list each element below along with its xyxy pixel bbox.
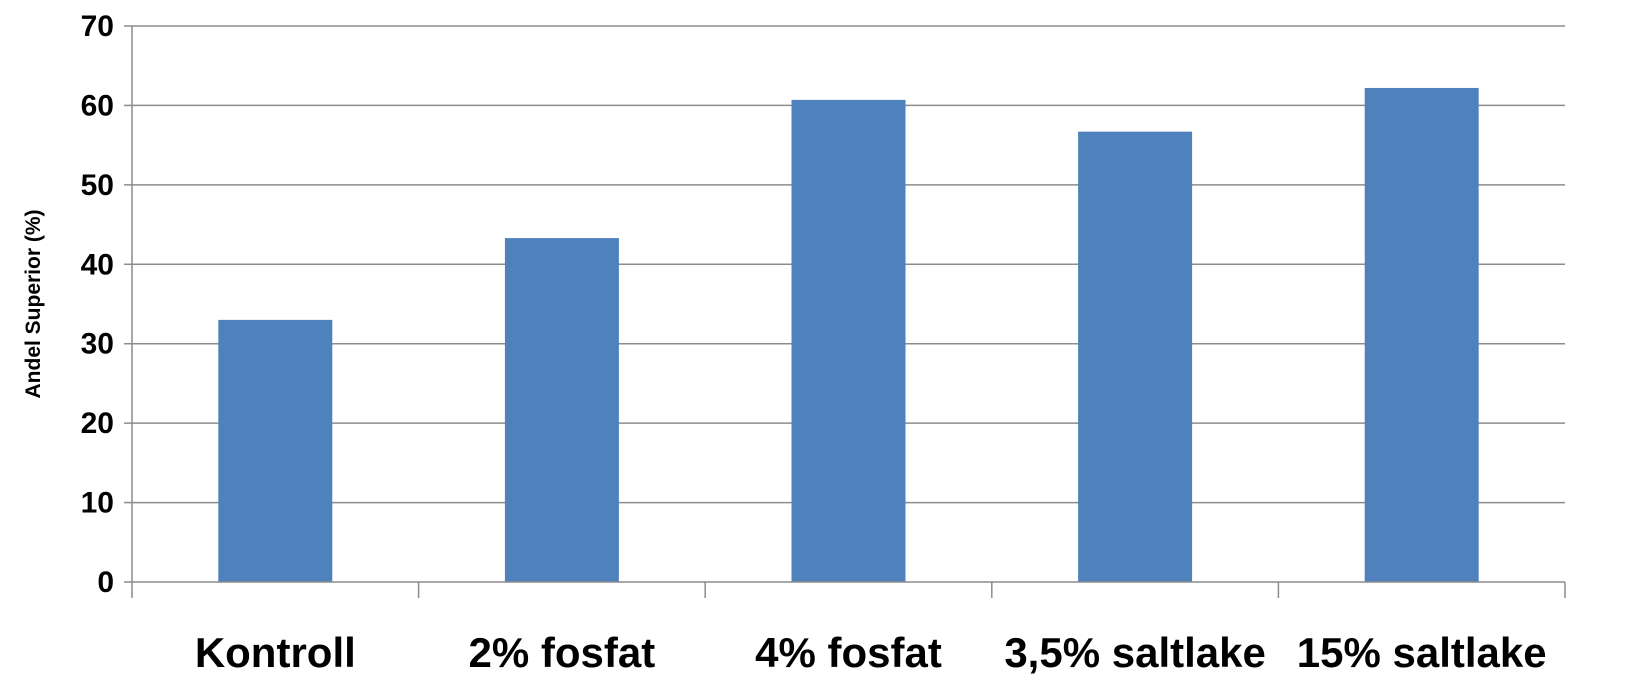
y-tick-label: 40 [81,248,114,281]
bar-1 [504,238,619,582]
y-tick-label: 60 [81,89,114,122]
x-category-label: 4% fosfat [755,629,942,676]
y-tick-label: 30 [81,328,114,361]
x-category-label: Kontroll [195,629,356,676]
x-category-labels: Kontroll 2% fosfat 4% fosfat 3,5% saltlake 1… [195,629,1547,676]
y-tick-label: 70 [81,10,114,43]
y-tick-label: 20 [81,407,114,440]
bar-4 [1364,87,1479,582]
y-axis-title: Andel Superior (%) [22,209,45,398]
x-category-label: 15% saltlake [1297,629,1547,676]
y-tick-label: 10 [81,487,114,520]
bar-2 [791,99,906,583]
x-category-label: 2% fosfat [469,629,656,676]
bars [218,87,1479,583]
y-tick-labels: 0 10 20 30 40 50 60 70 [81,10,114,599]
bar-0 [218,319,333,582]
y-tick-label: 0 [97,566,114,599]
y-tick-label: 50 [81,169,114,202]
x-category-label: 3,5% saltlake [1004,629,1266,676]
bar-3 [1078,131,1193,582]
axes [124,25,1566,598]
